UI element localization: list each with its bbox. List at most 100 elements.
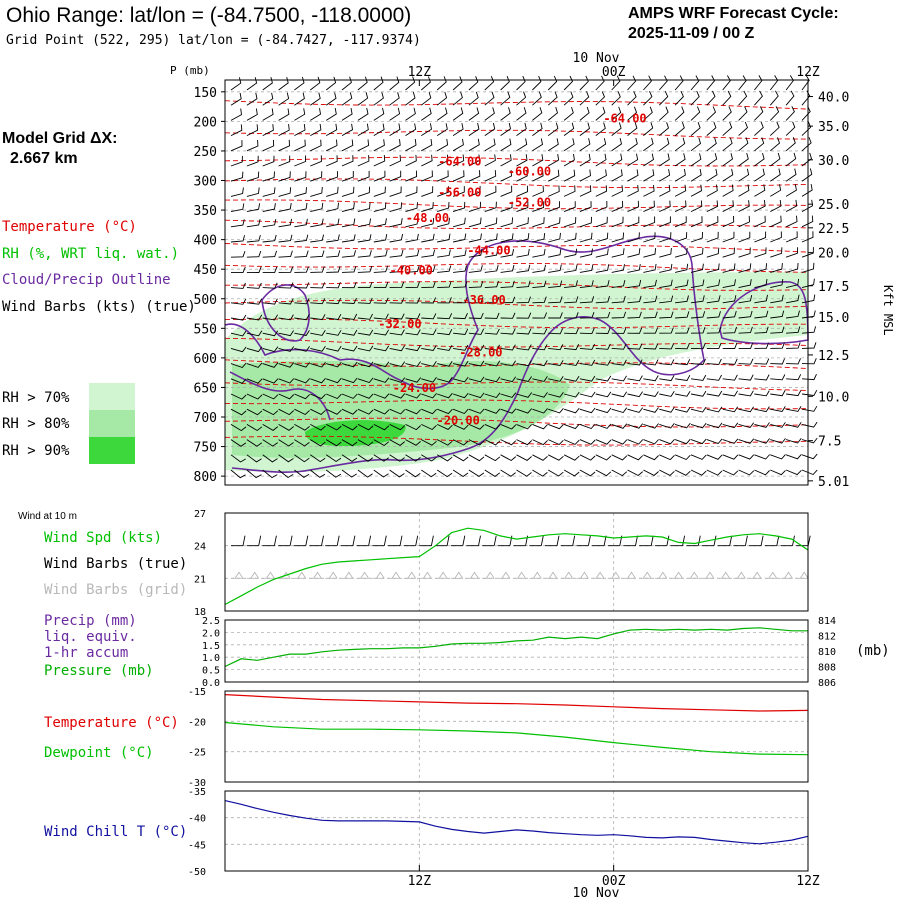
wind-barb xyxy=(611,375,627,382)
wind-barb xyxy=(801,342,817,349)
wind-barb xyxy=(453,281,468,289)
wind-panel-frame xyxy=(224,512,809,612)
wind-barb xyxy=(769,121,780,136)
wind-barb xyxy=(373,139,385,152)
wind-barb xyxy=(484,392,501,399)
wind-barb xyxy=(674,106,685,121)
grid-barb xyxy=(702,571,715,579)
wind-barb xyxy=(389,423,406,431)
wind-barb xyxy=(373,423,390,431)
precip-accum-label: 1-hr accum xyxy=(44,645,128,661)
wind-barb xyxy=(532,392,548,398)
wind-barb xyxy=(246,393,263,400)
wind-barb xyxy=(484,439,501,446)
wind-barb xyxy=(357,469,373,478)
bottom-time-axis: 12Z 00Z 12Z xyxy=(408,865,820,889)
wind-barb xyxy=(389,439,405,446)
wind-barb xyxy=(262,408,279,416)
wind-barb xyxy=(643,91,653,106)
wind-barb xyxy=(262,266,278,273)
wind-barb xyxy=(278,203,292,213)
wind-barb xyxy=(421,233,435,243)
wind-barb xyxy=(373,281,389,289)
wind-barb xyxy=(770,374,786,381)
wind-barb xyxy=(278,76,289,91)
top-time-tick-0: 12Z xyxy=(408,65,432,80)
wind-barb xyxy=(611,359,627,366)
wind-barb xyxy=(421,217,435,228)
wind-barb xyxy=(532,312,548,319)
wind-barb xyxy=(563,138,575,152)
wind-barb xyxy=(341,266,357,273)
wind-barb xyxy=(389,76,400,91)
wind-barb xyxy=(310,362,326,368)
wind-barb xyxy=(246,282,262,289)
wind-barb xyxy=(341,108,353,121)
wind-barb xyxy=(468,76,479,91)
wind-barb xyxy=(405,233,419,243)
wind-barb xyxy=(548,201,560,213)
wind-barb xyxy=(643,311,658,319)
model-grid-label: Model Grid ΔX: xyxy=(2,130,118,147)
wind-barb xyxy=(516,201,529,213)
wind-barb xyxy=(611,106,622,121)
wind-barb xyxy=(389,377,406,383)
wind-barb xyxy=(722,263,736,273)
wind-barb xyxy=(405,91,416,106)
wind-barb xyxy=(754,231,767,243)
wind-barb xyxy=(643,169,655,182)
wind-barb xyxy=(643,454,659,461)
wind-barb xyxy=(468,201,482,213)
wind-barb xyxy=(437,408,453,415)
true-barb xyxy=(749,535,764,547)
wind-barb xyxy=(643,327,659,334)
section-frame xyxy=(224,79,809,486)
wind-barb xyxy=(262,250,278,258)
temp-label-1: -64.00 xyxy=(438,155,481,169)
wind-barb xyxy=(294,424,310,431)
wind-barb xyxy=(310,123,322,136)
pressure-tick-750: 750 xyxy=(194,441,217,456)
wind-barb xyxy=(532,264,547,273)
wind-barb xyxy=(643,423,659,429)
wind-barb xyxy=(595,280,610,289)
wind-barb xyxy=(294,218,308,228)
wind-barb xyxy=(516,107,527,121)
wind-barb xyxy=(500,217,514,228)
grid-barb xyxy=(435,571,448,579)
wind-barb xyxy=(754,358,770,365)
wind-barb xyxy=(754,342,769,349)
wind-barb xyxy=(453,313,468,320)
wind-barb xyxy=(564,264,578,273)
wind-barb xyxy=(246,234,261,243)
wind-barb xyxy=(468,408,485,414)
wind-barb xyxy=(389,345,405,352)
wind-barb xyxy=(484,328,500,335)
wind-barb xyxy=(770,199,782,212)
grid-barb xyxy=(356,571,369,579)
wind-barb xyxy=(453,265,468,273)
wind-barb xyxy=(421,345,437,351)
wind-barb xyxy=(405,281,420,289)
wind-panel-title: Wind at 10 m xyxy=(18,511,77,522)
wind-barb xyxy=(246,187,260,197)
wind-barb xyxy=(230,235,246,243)
wind-barb xyxy=(453,360,469,367)
wind-barb xyxy=(373,234,388,243)
wind-barb xyxy=(326,393,342,400)
wind-barb xyxy=(579,264,594,273)
wind-barb xyxy=(611,407,628,414)
wind-barb xyxy=(532,469,548,477)
wind-barb xyxy=(690,454,707,460)
wind-barb xyxy=(611,311,627,319)
wind-barb xyxy=(547,106,559,121)
bottom-time-tick-2: 12Z xyxy=(796,874,820,889)
wind-barb xyxy=(595,454,612,461)
wind-barb xyxy=(785,152,797,167)
wind-barb xyxy=(421,186,434,197)
wind-barb xyxy=(294,171,307,182)
wind-barb xyxy=(246,298,262,305)
wind-barb xyxy=(278,362,295,368)
wind-barb xyxy=(643,137,654,152)
wind-barb xyxy=(786,406,802,412)
